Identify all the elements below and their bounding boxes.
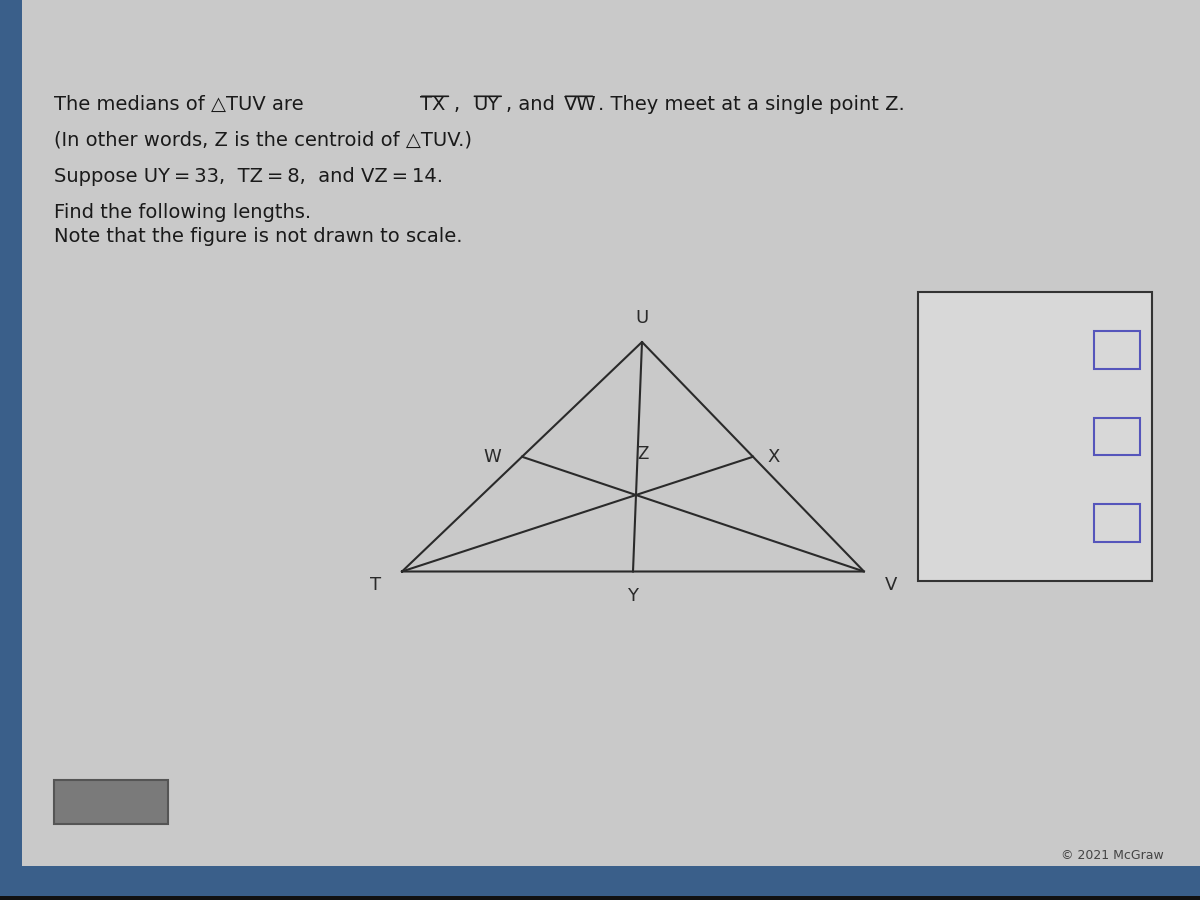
Bar bbox=[0, 0, 22, 900]
Text: The medians of △TUV are: The medians of △TUV are bbox=[54, 94, 310, 113]
Text: VW: VW bbox=[564, 94, 596, 113]
Text: TX =: TX = bbox=[940, 513, 988, 533]
Text: Suppose UY = 33,  TZ = 8,  and VZ = 14.: Suppose UY = 33, TZ = 8, and VZ = 14. bbox=[54, 166, 443, 185]
Text: U: U bbox=[635, 309, 649, 327]
Text: © 2021 McGraw: © 2021 McGraw bbox=[1061, 850, 1164, 862]
Bar bbox=[1094, 504, 1140, 542]
Text: V: V bbox=[884, 576, 896, 594]
Text: (In other words, Z is the centroid of △TUV.): (In other words, Z is the centroid of △T… bbox=[54, 130, 472, 149]
Text: ZW =: ZW = bbox=[940, 340, 995, 360]
Bar bbox=[1094, 331, 1140, 369]
Text: Y: Y bbox=[628, 587, 638, 605]
Text: UY: UY bbox=[473, 94, 499, 113]
Text: X: X bbox=[767, 448, 780, 466]
Text: Note that the figure is not drawn to scale.: Note that the figure is not drawn to sca… bbox=[54, 227, 462, 246]
Text: Z: Z bbox=[637, 445, 648, 463]
Bar bbox=[1094, 418, 1140, 455]
Bar bbox=[918, 292, 1152, 580]
Text: TX: TX bbox=[420, 94, 445, 113]
Text: , and: , and bbox=[506, 94, 559, 113]
Bar bbox=[0, 866, 1200, 900]
Bar bbox=[54, 780, 168, 824]
Text: T: T bbox=[371, 576, 382, 594]
Text: ZY =: ZY = bbox=[940, 427, 988, 446]
Text: Find the following lengths.: Find the following lengths. bbox=[54, 202, 311, 221]
Bar bbox=[0, 896, 1200, 900]
Text: W: W bbox=[484, 448, 502, 466]
Text: ,: , bbox=[454, 94, 463, 113]
Text: . They meet at a single point Z.: . They meet at a single point Z. bbox=[598, 94, 905, 113]
Text: Check: Check bbox=[80, 793, 142, 811]
